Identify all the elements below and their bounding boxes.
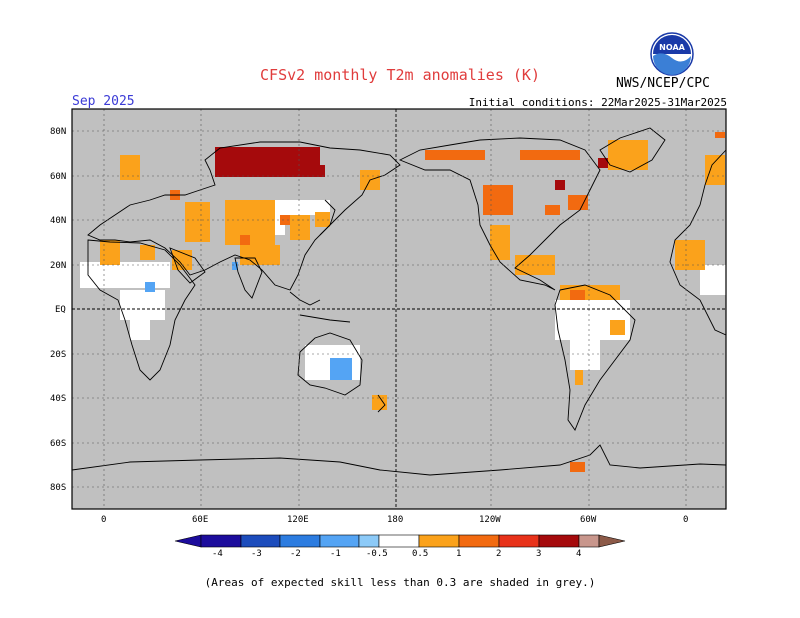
lon-label: 120E <box>287 515 309 525</box>
lat-label: 80S <box>50 483 66 493</box>
colorbar-swatch <box>538 534 580 548</box>
anomaly-dark-red <box>215 147 608 190</box>
lat-axis: 80N 60N 40N 20N EQ 20S 40S 60S 80S <box>50 127 66 493</box>
lon-axis: 0 60E 120E 180 120W 60W 0 <box>101 515 688 525</box>
colorbar-label: 4 <box>576 549 581 559</box>
anomaly-blue <box>145 262 352 380</box>
map-content <box>72 109 726 509</box>
colorbar-swatch <box>240 534 281 548</box>
forecast-month: Sep 2025 <box>72 94 135 109</box>
anomaly-orange <box>100 140 725 410</box>
colorbar-swatch <box>174 534 202 548</box>
colorbar-swatch <box>598 534 626 548</box>
logo-text: NOAA <box>659 43 685 52</box>
reference-lines <box>72 109 726 509</box>
initial-conditions: Initial conditions: 22Mar2025-31Mar2025 <box>468 96 727 109</box>
colorbar-label: -1 <box>330 549 341 559</box>
colorbar-label: 1 <box>456 549 461 559</box>
map-frame <box>71 108 727 510</box>
colorbar-label: -3 <box>251 549 262 559</box>
colorbar-label: -4 <box>212 549 223 559</box>
lat-label: 60N <box>50 172 66 182</box>
colorbar-swatch <box>200 534 242 548</box>
colorbar-swatch <box>498 534 540 548</box>
noaa-logo-icon: NOAA <box>650 32 694 76</box>
colorbar-swatch <box>578 534 600 548</box>
lon-label: 120W <box>479 515 501 525</box>
lat-label: 60S <box>50 439 66 449</box>
lon-label: 60W <box>580 515 597 525</box>
colorbar-swatch <box>358 534 380 548</box>
colorbar-swatch <box>319 534 360 548</box>
colorbar-label: -0.5 <box>366 549 388 559</box>
skill-footnote: (Areas of expected skill less than 0.3 a… <box>204 576 596 589</box>
anomaly-red <box>170 132 725 472</box>
colorbar-label: -2 <box>290 549 301 559</box>
colorbar-swatch <box>418 534 460 548</box>
lat-label: 40N <box>50 216 66 226</box>
map-title: CFSv2 monthly T2m anomalies (K) <box>260 66 540 84</box>
colorbar-label: 3 <box>536 549 541 559</box>
colorbar-swatch <box>458 534 500 548</box>
agency-label: NWS/NCEP/CPC <box>616 76 710 91</box>
colorbar-label: 2 <box>496 549 501 559</box>
colorbar <box>174 534 626 548</box>
colorbar-label: 0.5 <box>412 549 428 559</box>
colorbar-swatch <box>378 534 420 548</box>
colorbar-labels: -4 -3 -2 -1 -0.5 0.5 1 2 3 4 <box>212 549 581 559</box>
coastlines <box>72 127 726 476</box>
lat-label: 40S <box>50 394 66 404</box>
lat-label: 20S <box>50 350 66 360</box>
lon-label: 0 <box>683 515 688 525</box>
lat-label: 80N <box>50 127 66 137</box>
lon-label: 180 <box>387 515 403 525</box>
lon-label: 0 <box>101 515 106 525</box>
lat-label: 20N <box>50 261 66 271</box>
lat-label: EQ <box>55 305 66 315</box>
lon-label: 60E <box>192 515 208 525</box>
colorbar-swatch <box>279 534 321 548</box>
